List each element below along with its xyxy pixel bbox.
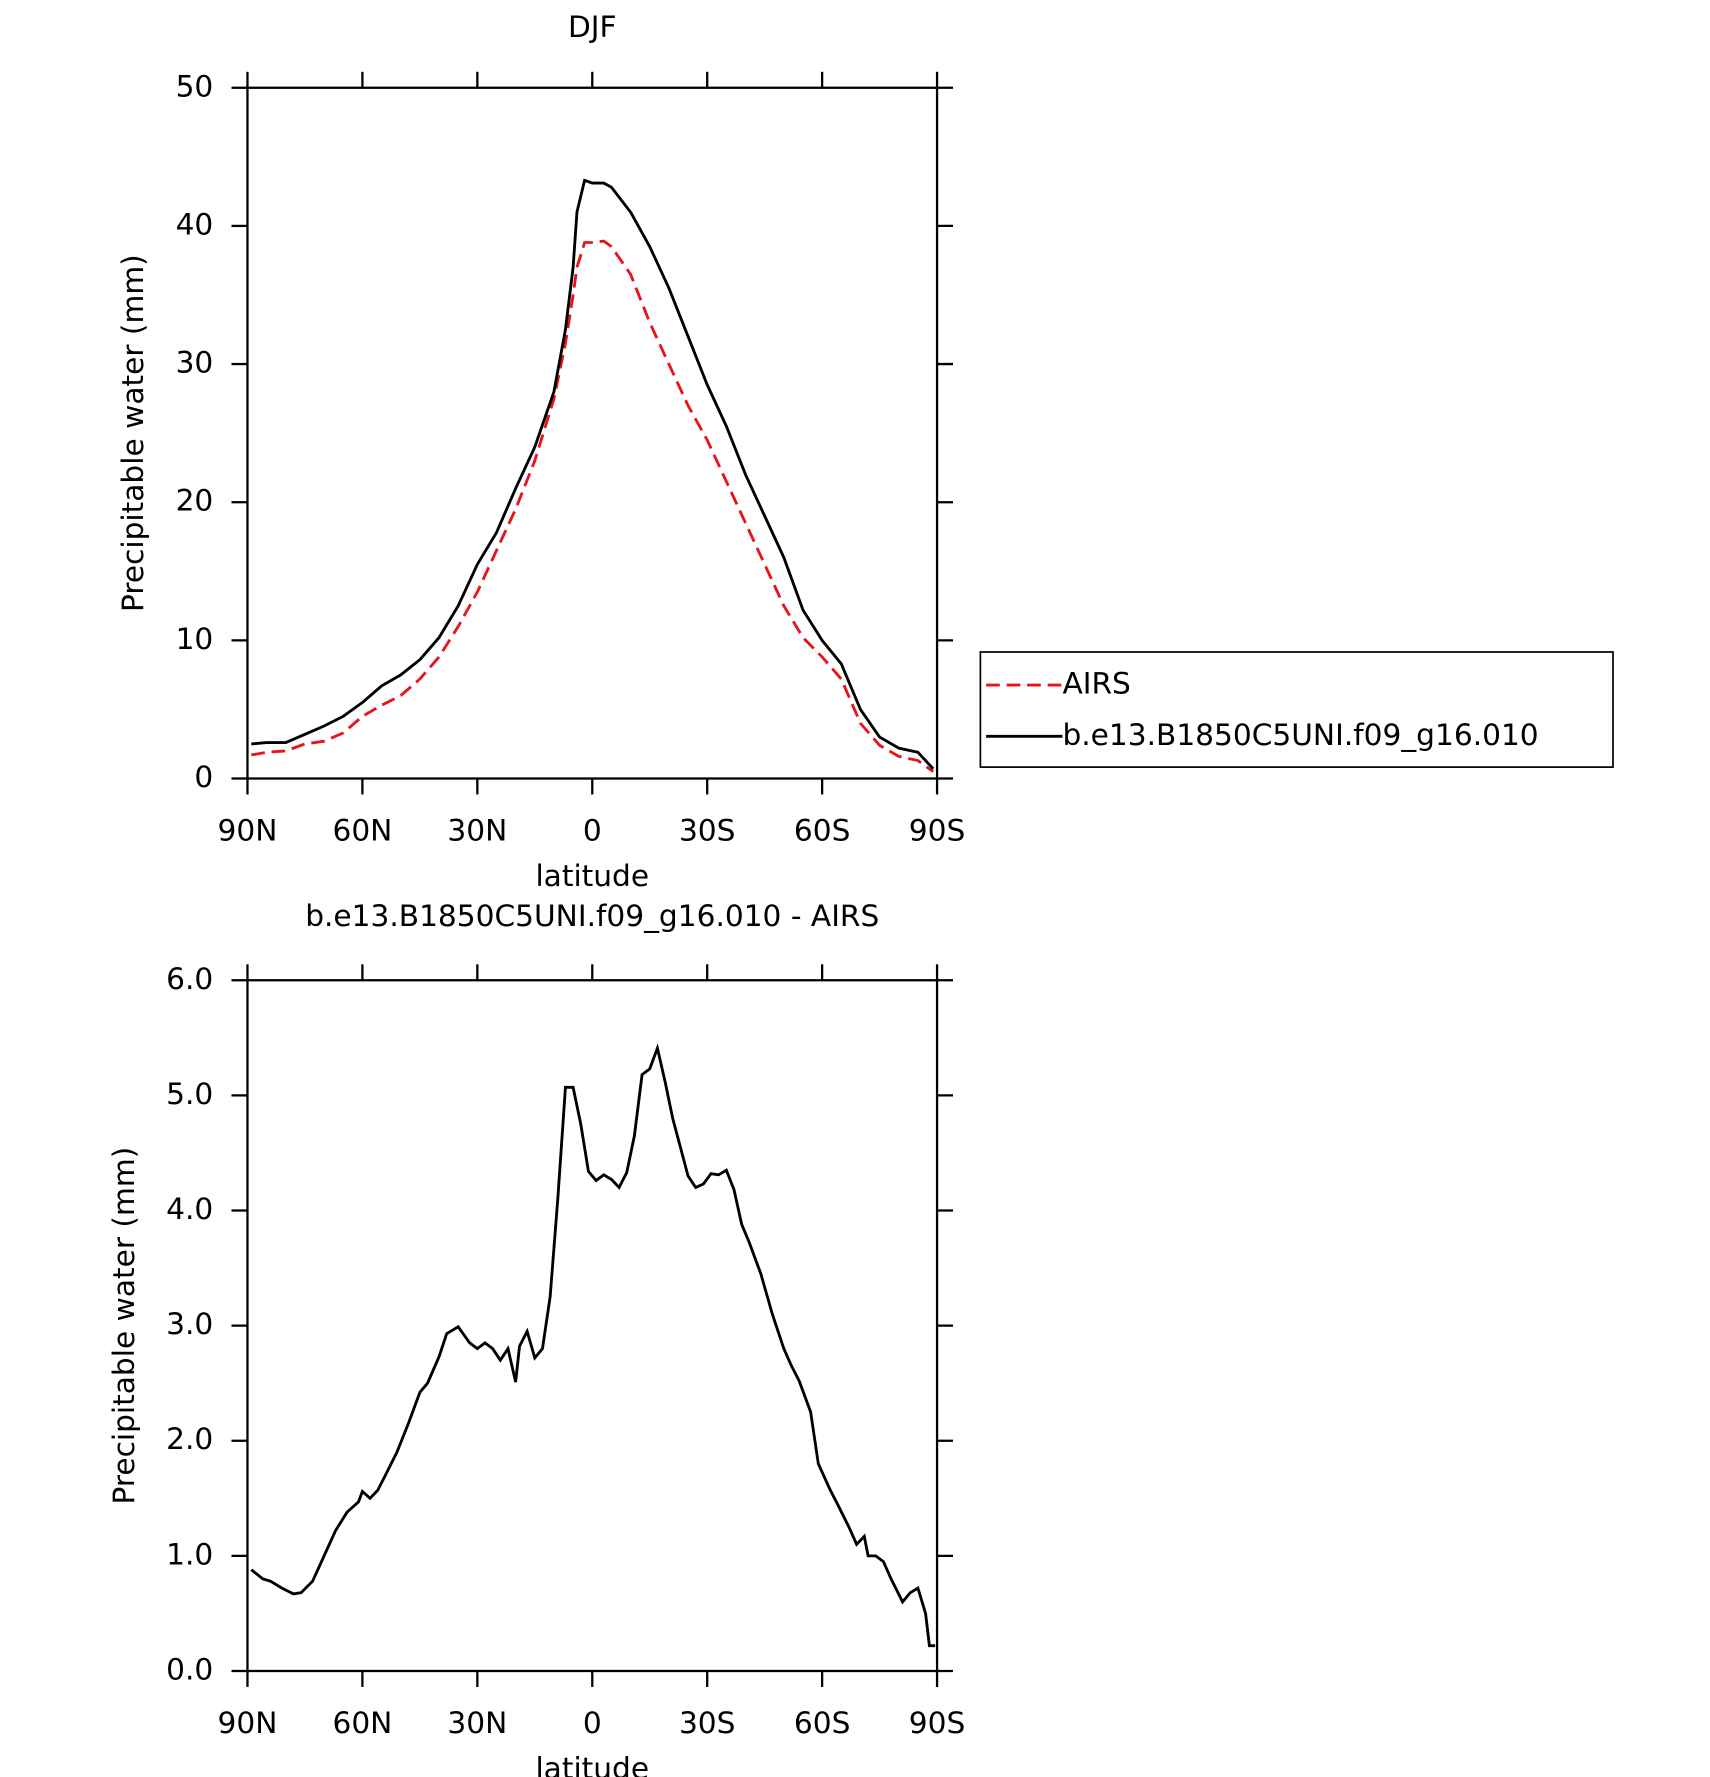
x-tick-label: 0 <box>583 1705 602 1740</box>
x-tick-label: 90S <box>909 1705 966 1740</box>
x-tick-label: 90S <box>909 813 966 848</box>
y-tick-label: 20 <box>176 483 214 518</box>
y-axis-label: Precipitable water (mm) <box>106 1147 141 1505</box>
legend-label: b.e13.B1850C5UNI.f09_g16.010 <box>1062 717 1538 752</box>
x-tick-label: 30S <box>679 1705 736 1740</box>
x-tick-label: 60S <box>794 813 851 848</box>
y-tick-label: 1.0 <box>166 1536 213 1571</box>
data-line <box>251 239 935 773</box>
data-line <box>250 1043 936 1648</box>
legend-label: AIRS <box>1062 666 1130 701</box>
y-tick-label: 6.0 <box>166 961 213 996</box>
x-tick-label: 30N <box>447 1705 507 1740</box>
y-axis-label: Precipitable water (mm) <box>115 254 150 612</box>
x-tick-label: 0 <box>583 813 602 848</box>
x-axis-label: latitude <box>535 858 649 893</box>
legend-box <box>979 651 1614 768</box>
y-tick-label: 0 <box>194 759 213 794</box>
y-tick-label: 30 <box>176 345 214 380</box>
x-tick-label: 90N <box>218 813 278 848</box>
y-tick-label: 10 <box>176 621 214 656</box>
plot-frame <box>246 979 939 1673</box>
data-line <box>251 178 935 770</box>
chart-title: b.e13.B1850C5UNI.f09_g16.010 - AIRS <box>305 898 879 933</box>
x-axis-label: latitude <box>535 1751 649 1777</box>
plot-frame <box>246 86 939 780</box>
x-tick-label: 60N <box>332 813 392 848</box>
y-tick-label: 4.0 <box>166 1191 213 1226</box>
x-tick-label: 60N <box>332 1705 392 1740</box>
y-tick-label: 50 <box>176 68 214 103</box>
x-tick-label: 30S <box>679 813 736 848</box>
y-tick-label: 0.0 <box>166 1651 213 1686</box>
chart-title: DJF <box>568 9 617 44</box>
x-tick-label: 30N <box>447 813 507 848</box>
y-tick-label: 3.0 <box>166 1306 213 1341</box>
x-tick-label: 60S <box>794 1705 851 1740</box>
y-tick-label: 40 <box>176 206 214 241</box>
x-tick-label: 90N <box>218 1705 278 1740</box>
y-tick-label: 5.0 <box>166 1076 213 1111</box>
y-tick-label: 2.0 <box>166 1421 213 1456</box>
